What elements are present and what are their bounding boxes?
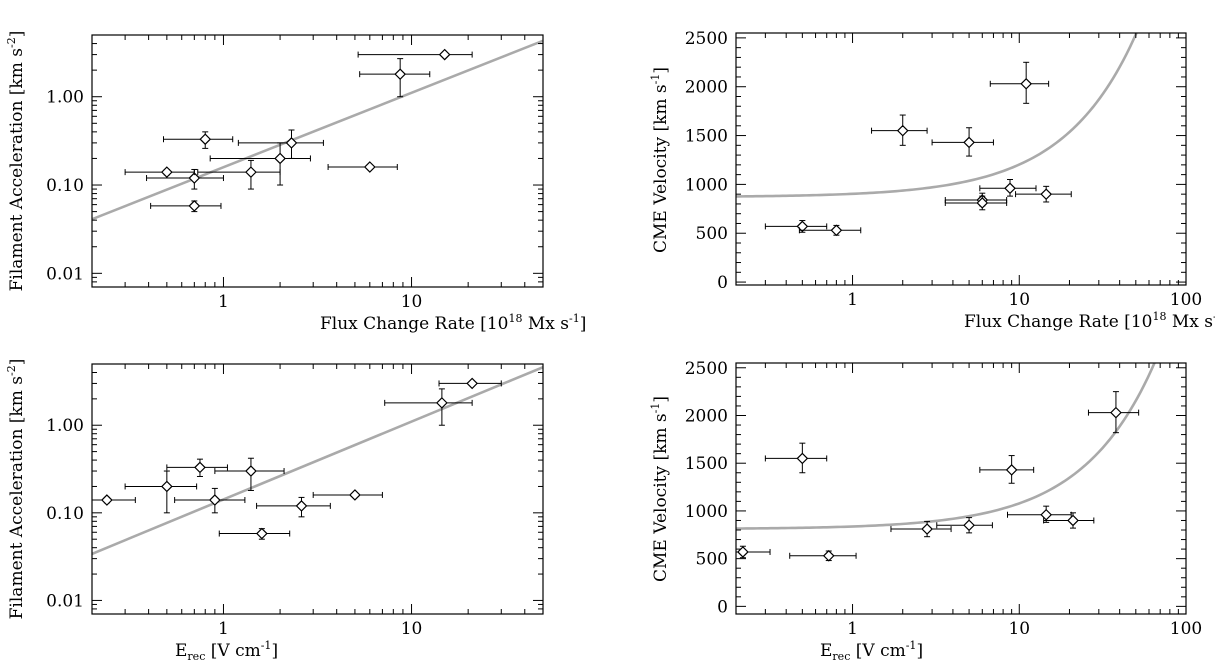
y-tick-label: 2500	[685, 359, 728, 379]
x-tick-label: 10	[401, 619, 423, 639]
fit-line	[736, 363, 1156, 530]
data-point	[197, 159, 281, 190]
data-point	[1007, 505, 1072, 523]
y-tick-label: 0.01	[46, 264, 84, 284]
data-point	[166, 458, 228, 477]
data-point	[871, 114, 928, 146]
data-point	[150, 200, 222, 213]
data-point	[327, 161, 398, 173]
x-tick-label: 100	[1170, 619, 1202, 639]
y-tick-label: 500	[696, 224, 728, 244]
data-point	[944, 195, 1008, 211]
data-point	[890, 520, 952, 538]
data-point	[979, 455, 1035, 484]
fit-line	[92, 39, 543, 221]
y-tick-label: 2500	[685, 29, 728, 49]
y-tick-label: 500	[696, 550, 728, 570]
x-tick-label: 10	[1008, 619, 1030, 639]
y-tick-label: 1.00	[46, 416, 84, 436]
y-tick-label: 0	[717, 597, 728, 617]
data-point	[174, 487, 246, 514]
data-point	[764, 442, 828, 474]
data-point	[312, 489, 383, 501]
y-tick-label: 1000	[685, 502, 728, 522]
y-tick-label: 2000	[685, 406, 728, 426]
y-tick-label: 0.10	[46, 504, 84, 524]
panel-top-left: 1 10 0.01 0.10 1.00 Flux Change Rate [1018 Mx…	[5, 31, 586, 334]
data-point	[209, 142, 311, 186]
data-point	[798, 224, 862, 237]
x-axis-label: Erec [V cm-1]	[175, 639, 278, 663]
x-tick-label: 10	[1008, 290, 1030, 310]
data-point	[359, 58, 431, 98]
x-axis-label: Erec [V cm-1]	[820, 639, 923, 663]
y-tick-label: 0.10	[46, 176, 84, 196]
fit-line	[736, 33, 1138, 198]
data-point	[124, 166, 195, 178]
data-point	[214, 457, 285, 491]
data-point	[979, 179, 1037, 197]
x-tick-label: 10	[401, 292, 423, 312]
y-tick-label: 2000	[685, 78, 728, 98]
x-tick-label: 1	[218, 619, 229, 639]
data-point	[735, 545, 771, 559]
data-point	[384, 388, 473, 426]
y-axis-label: Filament Acceleration [km s-2]	[5, 31, 27, 292]
data-point	[256, 496, 331, 518]
plot-frame	[91, 34, 544, 288]
data-point	[1087, 391, 1140, 434]
data-point	[357, 48, 473, 61]
x-axis-label: Flux Change Rate [1018 Mx s-1]	[320, 312, 586, 334]
data-point	[91, 494, 136, 506]
fit-line	[92, 365, 543, 556]
y-tick-label: 1.00	[46, 88, 84, 108]
data-point	[124, 470, 198, 514]
data-point	[789, 549, 857, 562]
plot-frame	[735, 362, 1187, 615]
x-axis-label: Flux Change Rate [1018 Mx s-1]	[964, 310, 1215, 332]
x-tick-label: 100	[1170, 290, 1202, 310]
data-point	[931, 127, 994, 157]
data-point	[438, 377, 502, 390]
y-axis-label: CME Velocity [km s-1]	[649, 67, 671, 253]
x-tick-label: 1	[847, 619, 858, 639]
data-point	[989, 61, 1050, 104]
y-tick-label: 1000	[685, 175, 728, 195]
y-axis-label: Filament Acceleration [km s-2]	[5, 359, 27, 620]
data-point	[163, 131, 234, 149]
x-tick-label: 1	[218, 292, 229, 312]
plot-frame	[91, 363, 544, 615]
data-point	[218, 527, 291, 540]
y-tick-label: 0.01	[46, 591, 84, 611]
y-tick-label: 0	[717, 273, 728, 293]
plot-frame	[735, 32, 1187, 286]
panel-bottom-left: 1 10 0.01 0.10 1.00 Erec [V cm-1] Filament Acc…	[5, 359, 544, 663]
data-point	[1015, 185, 1072, 203]
data-point	[944, 192, 1008, 207]
y-axis-label: CME Velocity [km s-1]	[649, 396, 671, 582]
data-point	[936, 517, 993, 534]
y-tick-label: 1500	[685, 454, 728, 474]
x-tick-label: 1	[847, 290, 858, 310]
data-point	[1043, 512, 1095, 529]
y-tick-label: 1500	[685, 127, 728, 147]
